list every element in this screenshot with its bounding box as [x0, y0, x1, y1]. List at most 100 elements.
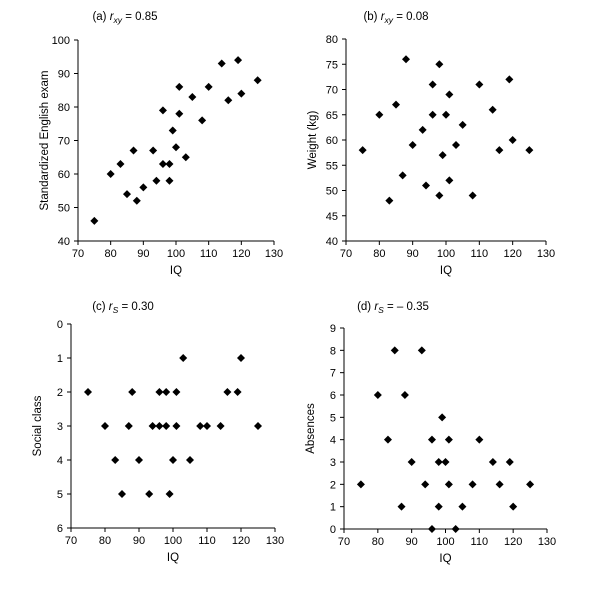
data-point — [196, 422, 205, 430]
y-tick-label: 9 — [330, 323, 336, 335]
data-point — [132, 196, 141, 205]
panel-title-var: r — [109, 301, 114, 313]
x-tick-label: 120 — [503, 248, 521, 260]
x-tick-label: 110 — [200, 248, 218, 260]
y-tick-label: 75 — [326, 59, 338, 71]
x-tick-label: 70 — [72, 248, 84, 260]
y-tick-label: 50 — [326, 186, 338, 198]
data-point — [375, 110, 384, 119]
data-point — [427, 525, 436, 533]
y-tick-label: 45 — [326, 211, 338, 223]
x-tick-label: 70 — [65, 535, 77, 547]
panel-title-var: r — [374, 301, 379, 313]
data-point — [116, 159, 125, 168]
data-point — [217, 59, 226, 68]
data-point — [358, 146, 367, 155]
data-point — [402, 55, 410, 64]
data-point — [124, 422, 133, 430]
data-point — [223, 388, 232, 396]
data-point — [400, 391, 409, 399]
panel-title-subscript: xy — [384, 15, 394, 25]
x-tick-label: 130 — [266, 535, 284, 547]
data-point — [435, 191, 444, 200]
y-tick-label: 1 — [57, 353, 63, 365]
x-tick-label: 110 — [198, 535, 216, 547]
data-point — [407, 458, 416, 466]
data-point — [434, 502, 443, 511]
data-point — [158, 159, 167, 168]
panel-title-subscript: xy — [113, 15, 123, 25]
data-point — [165, 159, 174, 168]
data-point — [444, 480, 453, 489]
data-point — [139, 183, 148, 192]
data-point — [111, 456, 120, 464]
y-tick-label: 4 — [57, 455, 63, 467]
panel-title-prefix: (b) — [363, 11, 380, 23]
y-axis-label: Social class — [32, 395, 44, 456]
panel-title: (c) rS = 0.30 — [92, 301, 154, 315]
x-tick-label: 90 — [137, 248, 149, 260]
y-tick-label: 5 — [330, 412, 336, 424]
data-point — [438, 413, 447, 422]
data-point — [145, 490, 154, 498]
data-point — [155, 388, 164, 396]
data-point — [203, 422, 211, 430]
x-tick-label: 80 — [372, 536, 384, 548]
panel-b: 70 80 90 100 110 120 130 40 45 50 55 60 65 70 75 80 IQ We… — [307, 11, 555, 277]
data-point — [475, 435, 484, 444]
data-point — [198, 116, 207, 125]
x-tick-label: 130 — [265, 248, 283, 260]
y-tick-label: 2 — [57, 387, 63, 399]
y-tick-label: 70 — [326, 85, 338, 97]
x-tick-label: 110 — [471, 536, 489, 548]
x-tick-label: 100 — [437, 248, 455, 260]
data-point — [128, 388, 137, 396]
x-tick-label: 100 — [167, 248, 185, 260]
data-point — [233, 388, 242, 396]
x-axis-label: IQ — [170, 265, 182, 277]
data-point — [458, 120, 467, 129]
y-tick-label: 1 — [330, 502, 336, 514]
y-tick-label: 3 — [330, 457, 336, 469]
data-point — [373, 391, 382, 399]
data-point — [505, 458, 514, 466]
data-point — [438, 151, 447, 160]
data-point — [525, 146, 534, 155]
y-tick-label: 5 — [57, 489, 63, 501]
data-point — [162, 388, 171, 396]
data-point — [385, 196, 394, 205]
x-tick-label: 90 — [407, 248, 419, 260]
data-point — [168, 126, 177, 135]
x-tick-label: 110 — [471, 248, 489, 260]
data-point — [237, 89, 246, 98]
panel-title-suffix: = 0.85 — [122, 11, 158, 23]
data-point — [356, 480, 365, 489]
data-point — [428, 110, 437, 119]
data-point — [435, 60, 444, 69]
data-point — [158, 106, 167, 115]
y-tick-label: 70 — [58, 136, 70, 148]
data-point — [441, 458, 450, 466]
x-tick-label: 70 — [340, 248, 352, 260]
data-point — [155, 422, 164, 430]
data-point — [172, 143, 180, 152]
data-point — [488, 105, 497, 114]
data-point — [129, 146, 138, 155]
data-point — [254, 422, 262, 430]
y-tick-label: 4 — [330, 435, 336, 447]
data-point — [172, 422, 181, 430]
data-point — [175, 82, 184, 91]
panel-title-subscript: S — [378, 305, 384, 315]
data-point — [390, 346, 399, 355]
panel-title: (b) rxy = 0.08 — [363, 11, 428, 25]
data-point — [188, 92, 197, 101]
data-point — [148, 422, 157, 430]
data-point — [418, 125, 427, 134]
panel-title-suffix: = 0.30 — [118, 301, 154, 313]
data-point — [495, 480, 504, 489]
data-point — [434, 458, 443, 466]
panel-title-var: r — [110, 11, 115, 23]
data-point — [162, 422, 171, 430]
data-point — [488, 458, 497, 466]
